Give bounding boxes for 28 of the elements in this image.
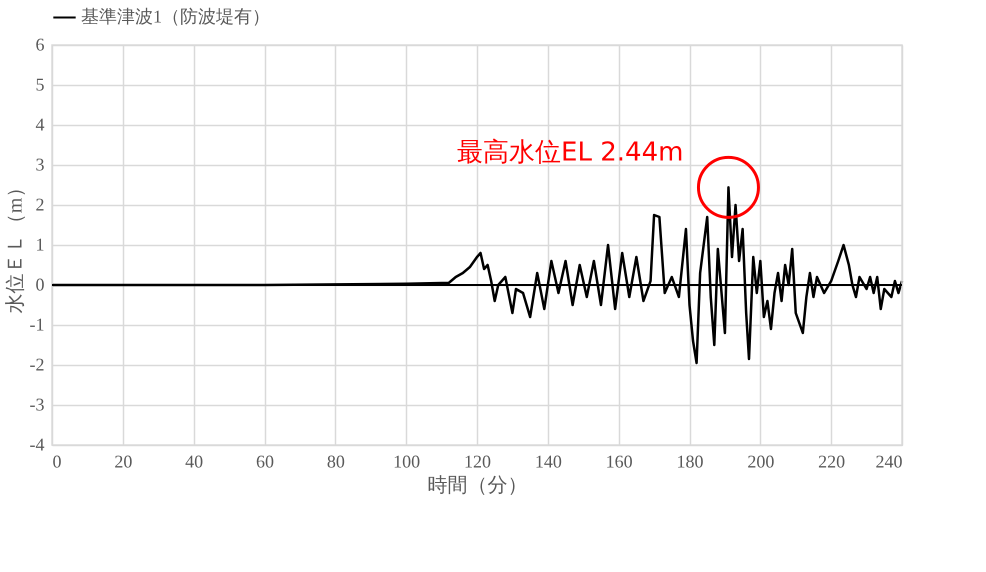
y-tick-label: -3 [30, 394, 44, 414]
y-tick-label: 5 [36, 74, 44, 94]
x-tick-label: 0 [52, 452, 62, 472]
y-tick-label: 1 [36, 234, 44, 254]
y-tick-label: 2 [36, 194, 44, 214]
y-axis-title: 水位ＥＬ（m） [4, 178, 27, 314]
x-tick-label: 100 [393, 452, 420, 472]
x-tick-label: 160 [606, 452, 633, 472]
y-tick-label: -4 [30, 434, 44, 454]
x-tick-label: 80 [326, 452, 345, 472]
x-tick-label: 40 [185, 452, 204, 472]
y-tick-label: -2 [30, 354, 44, 374]
x-tick-label: 140 [534, 452, 562, 472]
y-tick-label: 3 [36, 154, 44, 174]
y-tick-label: -1 [30, 314, 44, 334]
x-tick-label: 60 [256, 452, 274, 472]
y-tick-label: 0 [36, 274, 44, 294]
x-tick-label: 220 [818, 452, 846, 472]
x-tick-label: 200 [747, 452, 774, 472]
x-tick-label: 20 [114, 452, 132, 472]
x-tick-label: 120 [464, 452, 491, 472]
y-tick-label: 4 [36, 114, 44, 134]
y-tick-label: 6 [36, 34, 44, 54]
x-axis-title: 時間（分） [428, 474, 528, 496]
annotation: 最高水位EL 2.44m [457, 137, 684, 168]
x-tick-label: 240 [876, 452, 902, 472]
legend-label: 基準津波1（防波堤有） [81, 6, 270, 26]
x-tick-label: 180 [676, 452, 704, 472]
